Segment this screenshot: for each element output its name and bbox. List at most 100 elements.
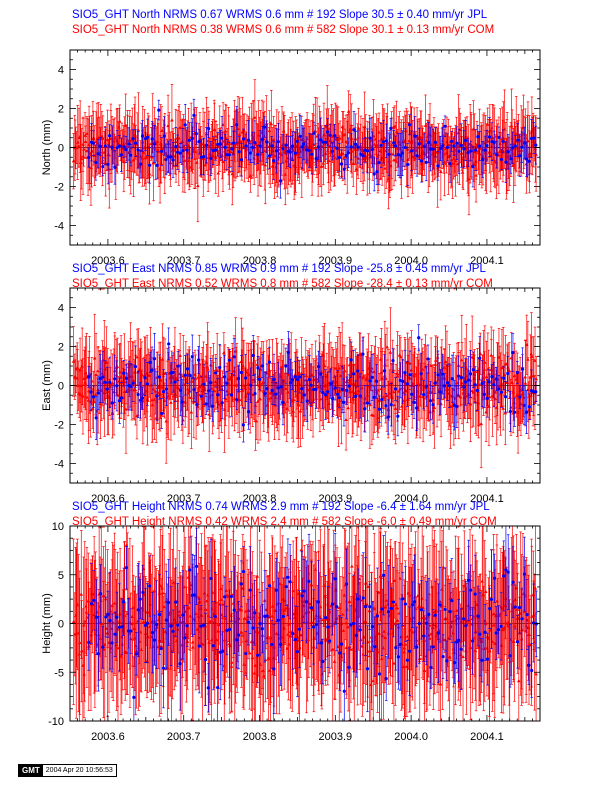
point-marker [393, 144, 398, 148]
data-point [244, 133, 248, 159]
data-point [98, 136, 102, 156]
data-point [375, 158, 379, 186]
x-tick-label: 2003.6 [91, 255, 125, 267]
data-point [153, 368, 158, 415]
data-point [265, 120, 269, 164]
point-marker [403, 145, 407, 150]
point-marker [163, 371, 167, 375]
data-point [237, 136, 241, 168]
point-marker [253, 115, 257, 119]
data-point [226, 106, 231, 176]
point-marker [527, 159, 531, 163]
point-marker [201, 156, 206, 161]
data-point [288, 135, 292, 169]
point-marker [244, 144, 248, 148]
data-point [497, 126, 501, 149]
point-marker [85, 395, 89, 399]
data-point [361, 138, 365, 174]
data-point [176, 349, 181, 428]
legend-entry: SIO5_GHT North NRMS 0.67 WRMS 0.6 mm # 1… [72, 9, 488, 21]
point-marker [263, 125, 267, 129]
point-marker [263, 163, 268, 167]
point-marker [526, 138, 530, 143]
point-marker [327, 158, 331, 162]
point-marker [207, 126, 211, 131]
data-point [205, 322, 210, 412]
point-marker [511, 146, 515, 150]
point-marker [330, 149, 334, 153]
point-marker [206, 367, 210, 371]
point-marker [174, 144, 178, 149]
point-marker [260, 137, 265, 141]
data-point [469, 140, 473, 162]
point-marker [455, 141, 459, 145]
data-point [206, 331, 210, 408]
data-point [140, 120, 145, 152]
data-point [333, 124, 337, 148]
point-marker [466, 151, 470, 155]
data-point [372, 156, 376, 192]
point-marker [342, 167, 346, 171]
point-marker [274, 149, 279, 153]
data-point [295, 129, 299, 154]
data-point [522, 126, 527, 160]
point-marker [346, 109, 351, 113]
data-point [218, 130, 222, 159]
plot-area [70, 307, 540, 469]
data-point [276, 111, 281, 188]
point-marker [140, 134, 145, 138]
point-marker [225, 153, 229, 157]
point-marker [452, 144, 456, 148]
data-point [164, 143, 168, 176]
point-marker [196, 183, 200, 188]
point-marker [499, 157, 504, 162]
point-marker [504, 160, 508, 164]
point-marker [359, 152, 363, 156]
data-point [81, 118, 85, 195]
point-marker [389, 126, 393, 130]
point-marker [396, 152, 400, 157]
point-marker [91, 406, 95, 411]
data-point [396, 133, 400, 176]
data-point [445, 133, 450, 162]
data-point [110, 125, 114, 170]
point-marker [469, 149, 473, 153]
data-point [230, 126, 234, 172]
point-marker [377, 161, 381, 165]
point-marker [417, 142, 421, 146]
data-point [100, 139, 105, 187]
point-marker [253, 140, 257, 145]
data-point [363, 114, 368, 162]
data-point [96, 139, 100, 169]
point-marker [110, 381, 115, 385]
point-marker [220, 136, 224, 140]
data-point [160, 137, 164, 166]
point-marker [509, 124, 514, 128]
point-marker [157, 108, 161, 112]
point-marker [212, 127, 217, 132]
data-point [370, 131, 374, 168]
point-marker [313, 146, 318, 150]
point-marker [248, 151, 253, 155]
data-point [471, 145, 475, 188]
data-point [176, 134, 180, 170]
point-marker [190, 136, 194, 140]
data-point [321, 127, 325, 157]
point-marker [267, 128, 272, 132]
point-marker [383, 166, 387, 170]
x-tick-label: 2003.9 [318, 255, 352, 267]
point-marker [237, 150, 241, 154]
point-marker [436, 164, 440, 168]
point-marker [115, 364, 120, 369]
point-marker [131, 137, 135, 141]
data-point [270, 135, 274, 156]
point-marker [305, 148, 309, 152]
point-marker [251, 145, 255, 149]
point-marker [284, 159, 289, 163]
point-marker [216, 171, 221, 175]
point-marker [337, 155, 342, 160]
data-point [413, 116, 417, 157]
point-marker [457, 149, 461, 153]
data-point [124, 136, 128, 164]
data-point [356, 130, 360, 164]
